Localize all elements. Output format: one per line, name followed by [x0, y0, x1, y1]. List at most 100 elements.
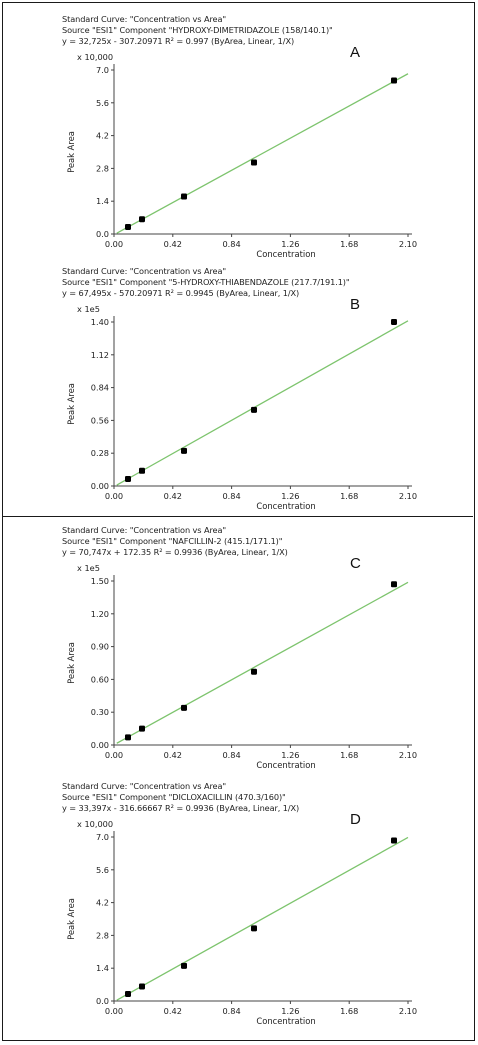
- fit-line: [116, 320, 409, 486]
- y-tick-label: 0.60: [91, 674, 109, 684]
- x-tick-label: 0.42: [164, 1006, 182, 1016]
- x-tick-label: 0.84: [222, 1006, 240, 1016]
- x-tick-label: 2.10: [399, 1006, 417, 1016]
- x-tick-label: 2.10: [399, 239, 417, 249]
- data-point: [391, 837, 397, 844]
- x-tick-label: 0.00: [105, 239, 123, 249]
- data-point: [139, 467, 145, 474]
- y-tick-label: 0.90: [91, 642, 109, 652]
- y-axis-label: Peak Area: [66, 131, 76, 173]
- y-tick-label: 0.30: [91, 707, 109, 717]
- chart-equation: y = 70,747x + 172.35 R² = 0.9936 (ByArea…: [62, 547, 288, 557]
- x-tick-label: 0.42: [164, 239, 182, 249]
- x-tick-label: 0.00: [105, 491, 123, 501]
- y-tick-label: 4.2: [96, 898, 109, 908]
- data-point: [181, 193, 187, 200]
- data-point: [139, 983, 145, 990]
- x-tick-label: 1.68: [340, 750, 358, 760]
- chart-source: Source "ESI1" Component "NAFCILLIN-2 (41…: [62, 536, 283, 546]
- y-tick-label: 0.00: [91, 481, 109, 491]
- y-tick-label: 5.6: [96, 865, 109, 875]
- y-tick-label: 4.2: [96, 131, 109, 141]
- y-tick-label: 0.00: [91, 740, 109, 750]
- chart-title: Standard Curve: "Concentration vs Area": [62, 525, 227, 535]
- x-tick-label: 1.26: [281, 491, 299, 501]
- y-tick-label: 0.84: [91, 383, 109, 393]
- y-tick-label: 1.12: [91, 350, 109, 360]
- x-tick-label: 1.26: [281, 239, 299, 249]
- chart-panel-c: Standard Curve: "Concentration vs Area" …: [56, 525, 456, 775]
- x-tick-label: 0.42: [164, 750, 182, 760]
- x-tick-label: 1.68: [340, 491, 358, 501]
- x-tick-label: 2.10: [399, 491, 417, 501]
- x-tick-label: 0.42: [164, 491, 182, 501]
- axis-multiplier: x 1e5: [77, 304, 100, 314]
- chart-title: Standard Curve: "Concentration vs Area": [62, 781, 227, 791]
- x-tick-label: 1.26: [281, 1006, 299, 1016]
- y-tick-label: 2.8: [96, 163, 109, 173]
- data-point: [391, 319, 397, 325]
- y-tick-label: 1.50: [91, 576, 109, 586]
- data-point: [139, 725, 145, 732]
- chart-plot: x 10,000 0.0 1.4 2.8 4.2 5.6 7.0 0.00 0.42 0.84 1.…: [66, 52, 417, 259]
- fit-line: [116, 581, 409, 744]
- y-tick-label: 5.6: [96, 98, 109, 108]
- x-tick-label: 2.10: [399, 750, 417, 760]
- data-point: [125, 475, 131, 482]
- y-tick-label: 0.0: [96, 996, 109, 1006]
- data-point: [125, 734, 131, 741]
- chart-plot: x 1e5 0.00 0.28 0.56 0.84 1.12 1.40 0.00 0.42 0.8…: [66, 304, 417, 511]
- x-tick-label: 1.68: [340, 1006, 358, 1016]
- chart-panel-b: Standard Curve: "Concentration vs Area" …: [56, 266, 456, 516]
- axis-multiplier: x 1e5: [77, 563, 100, 573]
- data-point: [181, 704, 187, 711]
- data-point: [251, 159, 257, 166]
- x-tick-label: 1.68: [340, 239, 358, 249]
- axis-multiplier: x 10,000: [77, 819, 113, 829]
- data-point: [181, 447, 187, 454]
- y-tick-label: 7.0: [96, 832, 109, 842]
- data-point: [139, 216, 145, 223]
- chart-equation: y = 67,495x - 570.20971 R² = 0.9945 (ByA…: [62, 288, 300, 298]
- chart-source: Source "ESI1" Component "HYDROXY-DIMETRI…: [62, 25, 333, 35]
- y-axis-label: Peak Area: [66, 898, 76, 940]
- chart-source: Source "ESI1" Component "DICLOXACILLIN (…: [62, 792, 286, 802]
- x-tick-label: 0.84: [222, 750, 240, 760]
- data-point: [251, 668, 257, 675]
- chart-equation: y = 33,397x - 316.66667 R² = 0.9936 (ByA…: [62, 803, 300, 813]
- x-axis-label: Concentration: [256, 249, 315, 259]
- chart-source: Source "ESI1" Component "5-HYDROXY-THIAB…: [62, 277, 350, 287]
- data-point: [391, 77, 397, 84]
- y-tick-label: 0.56: [91, 415, 109, 425]
- y-tick-label: 1.40: [91, 317, 109, 327]
- y-tick-label: 2.8: [96, 930, 109, 940]
- panel-divider: [2, 516, 473, 517]
- data-point: [251, 406, 257, 413]
- x-tick-label: 0.00: [105, 750, 123, 760]
- x-axis-label: Concentration: [256, 501, 315, 511]
- x-tick-label: 1.26: [281, 750, 299, 760]
- y-tick-label: 0.0: [96, 229, 109, 239]
- panel-label: C: [350, 555, 361, 572]
- chart-equation: y = 32,725x - 307.20971 R² = 0.997 (ByAr…: [62, 36, 295, 46]
- chart-panel-a: Standard Curve: "Concentration vs Area" …: [56, 14, 456, 264]
- y-axis-label: Peak Area: [66, 383, 76, 425]
- x-tick-label: 0.84: [222, 239, 240, 249]
- data-point: [125, 223, 131, 230]
- panel-label: A: [350, 44, 361, 61]
- x-tick-label: 0.00: [105, 1006, 123, 1016]
- panel-label: D: [350, 811, 361, 828]
- y-tick-label: 0.28: [91, 448, 109, 458]
- axis-multiplier: x 10,000: [77, 52, 113, 62]
- x-axis-label: Concentration: [256, 1016, 315, 1026]
- panel-label: B: [350, 296, 361, 313]
- chart-title: Standard Curve: "Concentration vs Area": [62, 266, 227, 276]
- chart-plot: x 10,000 0.0 1.4 2.8 4.2 5.6 7.0 0.00 0.42 0.84 1.…: [66, 819, 417, 1026]
- data-point: [181, 962, 187, 969]
- y-axis-label: Peak Area: [66, 642, 76, 684]
- chart-panel-d: Standard Curve: "Concentration vs Area" …: [56, 781, 456, 1031]
- y-tick-label: 7.0: [96, 65, 109, 75]
- chart-plot: x 1e5 0.00 0.30 0.60 0.90 1.20 1.50 0.00 0.42 0.8…: [66, 563, 417, 770]
- y-tick-label: 1.4: [96, 196, 109, 206]
